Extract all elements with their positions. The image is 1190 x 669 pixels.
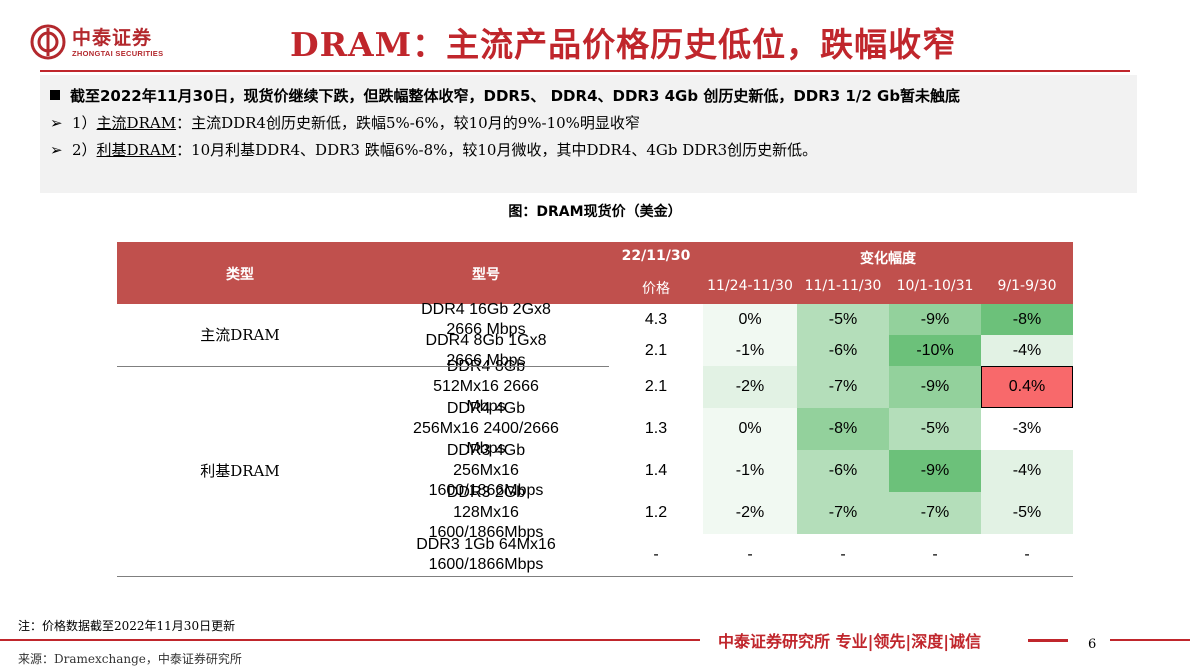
summary-line-1: 截至2022年11月30日，现货价继续下跌，但跌幅整体收窄，DDR5、 DDR4… bbox=[50, 86, 960, 106]
table-cell-model: DDR4 8Gb 1Gx8 2666 Mbps bbox=[425, 331, 547, 369]
header-price: 价格 bbox=[642, 281, 670, 297]
table-cell-change-3: - bbox=[932, 546, 938, 563]
table-cell-price: 1.3 bbox=[644, 420, 668, 437]
table-cell-change-2: -8% bbox=[797, 408, 889, 450]
header-period-1: 11/24-11/30 bbox=[707, 278, 793, 294]
table-cell-change-4: 0.4% bbox=[981, 366, 1073, 408]
table-cell-change-4: -4% bbox=[981, 450, 1073, 492]
footer-rule-left bbox=[0, 639, 700, 641]
table-cell-price: 4.3 bbox=[644, 310, 668, 328]
table-cell-price: - bbox=[653, 546, 659, 563]
summary-line-3-key: 利基DRAM bbox=[96, 141, 177, 159]
logo-name-en: ZHONGTAI SECURITIES bbox=[72, 48, 164, 58]
page-number: 6 bbox=[1088, 637, 1097, 652]
table-cell-change-1: -2% bbox=[703, 492, 797, 534]
table-cell-change-2: - bbox=[840, 546, 846, 563]
category-niche: 利基DRAM bbox=[200, 462, 280, 480]
table-cell-change-1: 0% bbox=[703, 304, 797, 335]
table-cell-change-3: -9% bbox=[889, 304, 981, 335]
summary-line-3: ➢ 2）利基DRAM：10月利基DDR4、DDR3 跌幅6%-8%，较10月微收，… bbox=[50, 140, 817, 160]
summary-line-2-text: ：主流DDR4创历史新低，跌幅5%-6%，较10月的9%-10%明显收窄 bbox=[176, 114, 640, 132]
table-cell-change-1: - bbox=[747, 546, 753, 563]
header-period-4: 9/1-9/30 bbox=[997, 278, 1057, 294]
header-period-3: 10/1-10/31 bbox=[896, 278, 974, 294]
table-cell-price: 2.1 bbox=[644, 378, 668, 395]
table-cell-price: 2.1 bbox=[644, 341, 668, 359]
summary-line-2-prefix: 1） bbox=[72, 114, 97, 132]
summary-line-3-prefix: 2） bbox=[72, 141, 97, 159]
table-cell-change-4: -4% bbox=[981, 335, 1073, 366]
table-cell-change-1: -1% bbox=[703, 450, 797, 492]
table-cell-change-1: -1% bbox=[703, 335, 797, 366]
table-cell-change-4: -3% bbox=[1012, 420, 1042, 437]
summary-line-2: ➢ 1）主流DRAM：主流DDR4创历史新低，跌幅5%-6%，较10月的9%-10… bbox=[50, 113, 640, 133]
table-cell-price: 1.2 bbox=[644, 504, 668, 521]
table-cell-change-3: -5% bbox=[889, 408, 981, 450]
summary-line-1-text: 截至2022年11月30日，现货价继续下跌，但跌幅整体收窄，DDR5、 DDR4… bbox=[70, 87, 961, 105]
square-bullet-icon bbox=[50, 90, 60, 100]
table-header: 类型 型号 22/11/30 变化幅度 价格 11/24-11/30 11/1-… bbox=[117, 242, 1073, 304]
table-cell-change-1: -2% bbox=[703, 366, 797, 408]
figure-title: 图：DRAM现货价（美金） bbox=[508, 204, 682, 220]
category-divider bbox=[117, 366, 609, 367]
table-cell-change-1: 0% bbox=[703, 408, 797, 450]
table-cell-change-4: -5% bbox=[981, 492, 1073, 534]
table-cell-change-3: -9% bbox=[889, 450, 981, 492]
category-mainstream: 主流DRAM bbox=[200, 326, 280, 344]
summary-box: 截至2022年11月30日，现货价继续下跌，但跌幅整体收窄，DDR5、 DDR4… bbox=[40, 75, 1137, 193]
footer-rule-corner bbox=[1110, 639, 1190, 641]
table-cell-change-3: -10% bbox=[889, 335, 981, 366]
summary-line-2-key: 主流DRAM bbox=[96, 114, 177, 132]
table-cell-change-4: - bbox=[1024, 546, 1030, 563]
table-cell-change-2: -7% bbox=[797, 492, 889, 534]
logo-name-cn: 中泰证券 bbox=[72, 26, 153, 49]
table-bottom-rule bbox=[117, 576, 1073, 577]
table-cell-change-2: -6% bbox=[797, 335, 889, 366]
header-change: 变化幅度 bbox=[860, 251, 916, 267]
price-note: 注：价格数据截至2022年11月30日更新 bbox=[18, 619, 236, 633]
table-cell-change-3: -7% bbox=[889, 492, 981, 534]
table-cell-model: DDR3 1Gb 64Mx16 1600/1866Mbps bbox=[416, 536, 556, 573]
logo-mark-icon bbox=[30, 24, 66, 60]
arrow-bullet-icon: ➢ bbox=[50, 141, 63, 159]
data-source: 来源：Dramexchange，中泰证券研究所 bbox=[18, 652, 242, 666]
table-cell-change-2: -6% bbox=[797, 450, 889, 492]
table-cell-model: DDR4 16Gb 2Gx8 2666 Mbps bbox=[421, 300, 551, 338]
table-cell-model: DDR3 2Gb 128Mx16 1600/1866Mbps bbox=[428, 484, 544, 541]
company-logo: 中泰证券 ZHONGTAI SECURITIES bbox=[30, 20, 200, 64]
summary-line-3-text: ：10月利基DDR4、DDR3 跌幅6%-8%，较10月微收，其中DDR4、4G… bbox=[176, 141, 818, 159]
page-title: DRAM：主流产品价格历史低位，跌幅收窄 bbox=[290, 25, 957, 64]
header-model: 型号 bbox=[472, 267, 500, 283]
table-cell-price: 1.4 bbox=[644, 462, 668, 479]
table-cell-change-2: -5% bbox=[797, 304, 889, 335]
table-cell-change-3: -9% bbox=[889, 366, 981, 408]
table-cell-change-2: -7% bbox=[797, 366, 889, 408]
title-divider bbox=[40, 70, 1130, 72]
footer-rule-right bbox=[1028, 639, 1068, 642]
footer-slogan: 中泰证券研究所 专业|领先|深度|诚信 bbox=[718, 632, 982, 651]
table-cell-change-4: -8% bbox=[981, 304, 1073, 335]
header-period-2: 11/1-11/30 bbox=[804, 278, 882, 294]
header-date: 22/11/30 bbox=[621, 248, 691, 264]
arrow-bullet-icon: ➢ bbox=[50, 114, 63, 132]
header-type: 类型 bbox=[226, 267, 254, 283]
